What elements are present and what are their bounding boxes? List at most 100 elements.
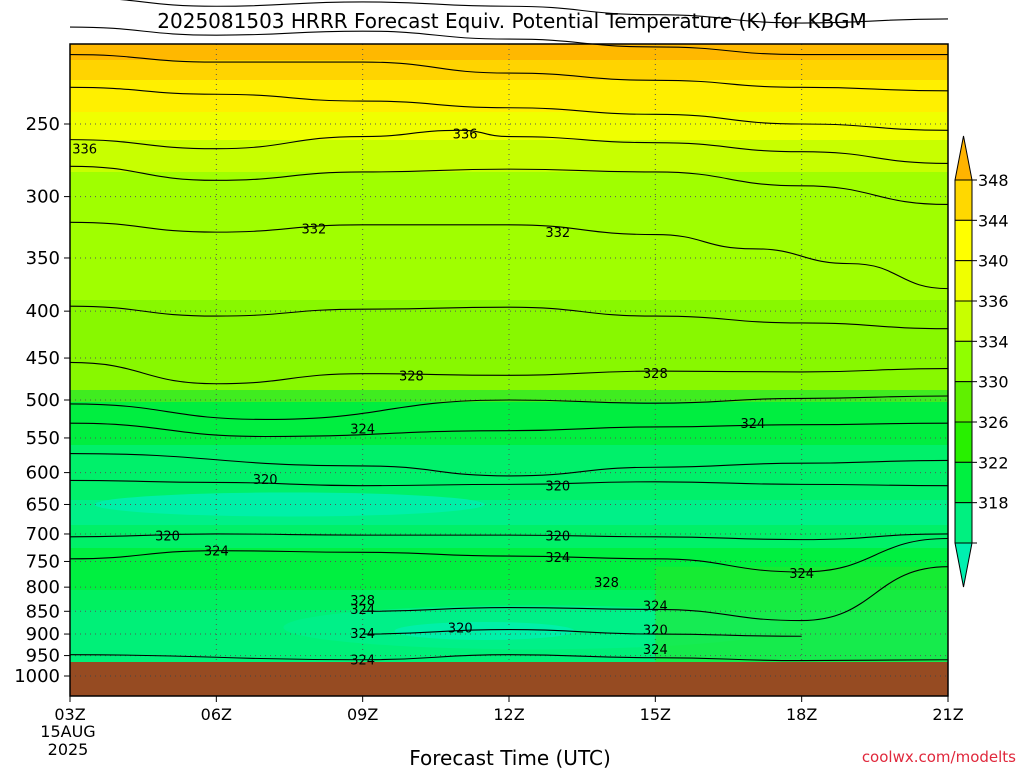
fill-band	[70, 390, 948, 402]
colorbar-tick-label: 326	[978, 413, 1009, 432]
contour-line-330	[69, 305, 949, 330]
y-tick-label: 800	[26, 577, 60, 598]
colorbar-segment	[954, 502, 973, 544]
ground-fill	[70, 662, 948, 696]
colorbar-tick-label: 322	[978, 453, 1009, 472]
contour-label: 320	[545, 480, 570, 495]
contour-line-344	[119, 0, 949, 24]
contour-line-340	[69, 54, 949, 92]
y-tick-label: 700	[26, 524, 60, 545]
colorbar-tick-label: 334	[978, 332, 1009, 351]
contour-label: 324	[350, 422, 375, 437]
contour-line-342	[69, 26, 948, 56]
contour-line-334	[69, 165, 949, 206]
contour-label: 320	[545, 530, 570, 545]
colorbar-segment	[954, 461, 973, 504]
fill-band	[70, 172, 948, 300]
contour-label: 332	[545, 226, 570, 241]
colorbar-segment	[954, 179, 973, 221]
contour-label: 336	[72, 143, 97, 158]
contour-label: 324	[545, 551, 570, 566]
x-start-date-year: 2025	[48, 740, 89, 759]
fill-pocket	[394, 621, 575, 640]
x-tick-label: 03Z	[54, 705, 85, 724]
contour-label: 328	[594, 576, 619, 591]
y-tick-label: 950	[26, 646, 60, 667]
contour-line-320	[69, 479, 949, 487]
colorbar-segment	[954, 340, 973, 383]
x-axis: 03Z 06Z 09Z 12Z 15Z 18Z 21Z	[54, 696, 964, 724]
contour-label: 324	[350, 627, 375, 642]
y-tick-label: 650	[26, 494, 60, 515]
colorbar-tick-label: 330	[978, 373, 1009, 392]
y-tick-label: 850	[26, 601, 60, 622]
colorbar-tick-label: 340	[978, 252, 1009, 271]
fill-band	[70, 112, 948, 140]
contour-label: 324	[350, 603, 375, 618]
y-tick-label: 250	[26, 114, 60, 135]
colorbar-arrow-bottom	[954, 542, 973, 588]
y-tick-label: 350	[26, 248, 60, 269]
contour-line-324	[69, 654, 949, 662]
contour-line-320	[69, 533, 949, 541]
contour-label: 324	[643, 643, 668, 658]
y-axis: 2503003504004505005506006507007508008509…	[14, 114, 70, 687]
contour-label: 336	[453, 127, 478, 142]
colorbar-tick-label: 336	[978, 292, 1009, 311]
x-axis-label: Forecast Time (UTC)	[409, 746, 611, 768]
fill-pocket	[94, 492, 485, 517]
colorbar-tick-label: 318	[978, 494, 1009, 513]
colorbar-tick-label: 344	[978, 211, 1009, 230]
contour-label: 320	[448, 621, 473, 636]
colorbar-arrow-top	[954, 135, 973, 181]
contour-label: 320	[643, 624, 668, 639]
x-tick-label: 09Z	[347, 705, 378, 724]
x-tick-label: 15Z	[640, 705, 671, 724]
colorbar-segment	[954, 381, 973, 423]
contour-line-322	[69, 453, 949, 477]
contour-line-326	[69, 395, 949, 420]
contours	[69, 0, 949, 662]
contour-line-336	[69, 129, 949, 164]
contour-label: 320	[253, 473, 278, 488]
fill-band	[70, 445, 948, 500]
y-tick-label: 750	[26, 551, 60, 572]
colorbar: 348 344 340 336 334 330 326 322 318	[954, 135, 1009, 588]
fill-band	[70, 44, 948, 60]
x-tick-label: 18Z	[786, 705, 817, 724]
contour-line-324	[69, 422, 949, 438]
fill-band	[70, 525, 948, 548]
fill-band	[70, 80, 948, 112]
y-tick-label: 600	[26, 463, 60, 484]
y-tick-label: 1000	[14, 666, 60, 687]
contour-label: 324	[643, 600, 668, 615]
y-tick-label: 400	[26, 301, 60, 322]
y-tick-label: 550	[26, 428, 60, 449]
x-tick-label: 21Z	[932, 705, 963, 724]
contour-label: 328	[643, 367, 668, 382]
contour-line-324	[69, 537, 949, 573]
contour-label: 332	[301, 222, 326, 237]
y-tick-label: 500	[26, 390, 60, 411]
contour-label: 328	[350, 594, 375, 609]
colorbar-segment	[954, 219, 973, 262]
contour-line-338	[69, 86, 949, 131]
x-start-date-day: 15AUG	[40, 722, 95, 741]
colorbar-segment	[954, 300, 973, 342]
contour-line-328	[69, 361, 949, 385]
fill-band	[70, 140, 948, 172]
credit-text: coolwx.com/modelts	[862, 748, 1016, 766]
contour-label: 328	[399, 369, 424, 384]
contour-label: 320	[155, 530, 180, 545]
colorbar-segment	[954, 421, 973, 463]
fill-band	[70, 402, 948, 445]
contour-label: 324	[740, 417, 765, 432]
chart-title: 2025081503 HRRR Forecast Equiv. Potentia…	[157, 9, 866, 33]
contour-line-324	[362, 566, 949, 622]
x-tick-label: 12Z	[493, 705, 524, 724]
y-tick-label: 900	[26, 624, 60, 645]
colorbar-segment	[954, 260, 973, 302]
